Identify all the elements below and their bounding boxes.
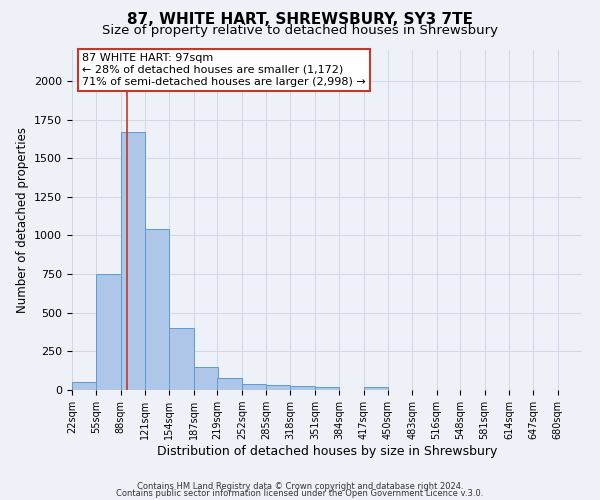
X-axis label: Distribution of detached houses by size in Shrewsbury: Distribution of detached houses by size … — [157, 445, 497, 458]
Bar — [290, 386, 315, 390]
Bar — [315, 387, 339, 390]
Bar — [217, 378, 242, 390]
Bar — [266, 384, 290, 390]
Text: Contains HM Land Registry data © Crown copyright and database right 2024.: Contains HM Land Registry data © Crown c… — [137, 482, 463, 491]
Bar — [364, 387, 388, 390]
Y-axis label: Number of detached properties: Number of detached properties — [16, 127, 29, 313]
Text: Size of property relative to detached houses in Shrewsbury: Size of property relative to detached ho… — [102, 24, 498, 37]
Text: Contains public sector information licensed under the Open Government Licence v.: Contains public sector information licen… — [116, 489, 484, 498]
Bar — [72, 382, 97, 390]
Bar — [97, 274, 121, 390]
Bar — [194, 367, 218, 390]
Bar — [145, 230, 169, 390]
Text: 87 WHITE HART: 97sqm
← 28% of detached houses are smaller (1,172)
71% of semi-de: 87 WHITE HART: 97sqm ← 28% of detached h… — [82, 54, 366, 86]
Text: 87, WHITE HART, SHREWSBURY, SY3 7TE: 87, WHITE HART, SHREWSBURY, SY3 7TE — [127, 12, 473, 28]
Bar — [242, 384, 266, 390]
Bar — [169, 328, 194, 390]
Bar — [121, 132, 145, 390]
